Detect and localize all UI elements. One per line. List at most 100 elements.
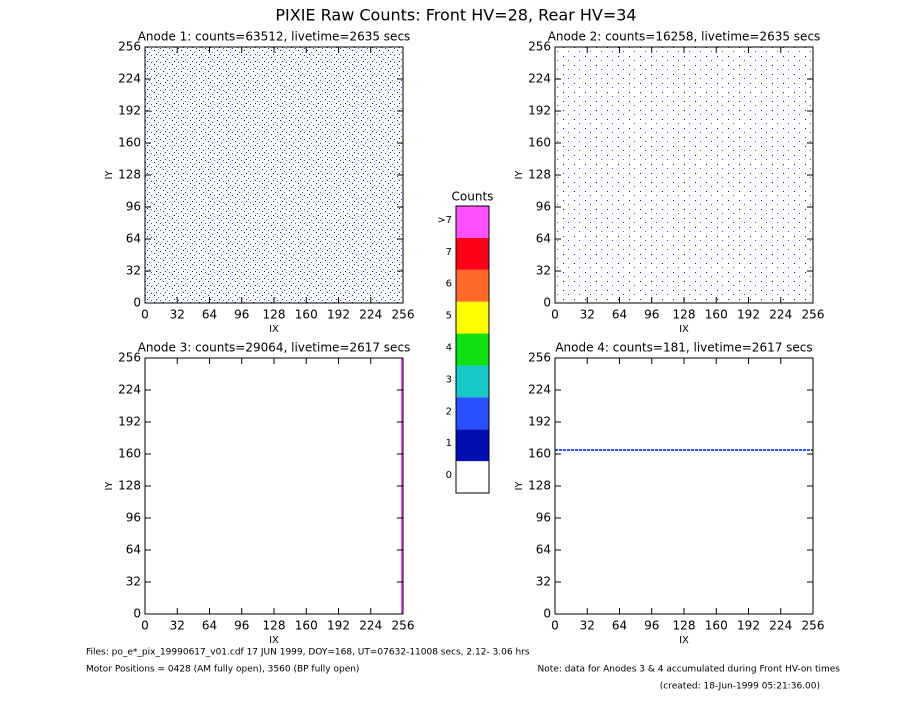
- y-axis-label: IY: [514, 481, 525, 491]
- colorbar-cell: [456, 301, 489, 334]
- y-tick-label: 192: [528, 104, 551, 118]
- x-tick-label: 128: [673, 308, 696, 322]
- x-tick-label: 256: [392, 619, 415, 633]
- panel-title: Anode 2: counts=16258, livetime=2635 sec…: [548, 30, 821, 44]
- panel-title: Anode 4: counts=181, livetime=2617 secs: [555, 341, 812, 355]
- y-tick-label: 192: [118, 415, 141, 429]
- x-tick-label: 224: [769, 619, 792, 633]
- colorbar-cell: [456, 269, 489, 302]
- plot-frame: [144, 357, 404, 615]
- count-texture: [145, 47, 403, 303]
- y-tick-label: 224: [528, 72, 551, 86]
- y-tick-label: 128: [118, 168, 141, 182]
- x-tick-label: 128: [673, 619, 696, 633]
- x-tick-label: 192: [327, 619, 350, 633]
- colorbar-cell: [456, 365, 489, 398]
- y-tick-label: 160: [118, 447, 141, 461]
- plot-frame: [554, 357, 814, 615]
- x-tick-label: 192: [737, 619, 760, 633]
- x-tick-label: 96: [644, 619, 659, 633]
- colorbar-label: 0: [446, 470, 452, 481]
- y-tick-label: 256: [528, 40, 551, 54]
- y-tick-label: 224: [118, 383, 141, 397]
- colorbar-frame: [455, 205, 490, 494]
- y-tick-label: 64: [536, 232, 551, 246]
- y-tick-label: 192: [528, 415, 551, 429]
- panel-title: Anode 1: counts=63512, livetime=2635 sec…: [138, 30, 411, 44]
- x-axis-label: IX: [269, 635, 279, 646]
- colorbar-cell: [456, 333, 489, 366]
- y-tick-label: 256: [528, 351, 551, 365]
- y-tick-label: 0: [543, 607, 551, 621]
- count-texture: [555, 47, 813, 303]
- x-tick-label: 64: [202, 619, 217, 633]
- x-tick-label: 96: [644, 308, 659, 322]
- colorbar-cell: [456, 461, 489, 493]
- colorbar-label: 2: [446, 406, 452, 417]
- x-tick-label: 96: [234, 619, 249, 633]
- x-tick-label: 160: [705, 619, 728, 633]
- colorbar-cell: [456, 397, 489, 430]
- y-tick-label: 128: [528, 479, 551, 493]
- x-tick-label: 64: [612, 308, 627, 322]
- y-tick-label: 64: [536, 543, 551, 557]
- y-tick-label: 32: [126, 264, 141, 278]
- x-tick-label: 32: [170, 619, 185, 633]
- y-tick-label: 160: [528, 447, 551, 461]
- x-tick-label: 32: [170, 308, 185, 322]
- x-tick-label: 192: [737, 308, 760, 322]
- x-tick-label: 128: [263, 619, 286, 633]
- x-tick-label: 256: [392, 308, 415, 322]
- x-tick-label: 224: [769, 308, 792, 322]
- y-tick-label: 64: [126, 543, 141, 557]
- y-tick-label: 256: [118, 40, 141, 54]
- y-tick-label: 96: [536, 511, 551, 525]
- x-tick-label: 128: [263, 308, 286, 322]
- x-tick-label: 0: [141, 308, 149, 322]
- colorbar-label: >7: [437, 215, 452, 226]
- x-tick-label: 256: [802, 619, 825, 633]
- colorbar-label: 6: [446, 279, 452, 290]
- y-axis-label: IY: [514, 170, 525, 180]
- footer-motor: Motor Positions = 0428 (AM fully open), …: [86, 665, 359, 675]
- y-tick-label: 0: [133, 296, 141, 310]
- y-tick-label: 128: [118, 479, 141, 493]
- y-tick-label: 32: [126, 575, 141, 589]
- y-tick-label: 224: [118, 72, 141, 86]
- x-tick-label: 160: [705, 308, 728, 322]
- colorbar-label: 5: [446, 311, 452, 322]
- footer-files: Files: po_e*_pix_19990617_v01.cdf 17 JUN…: [86, 648, 530, 658]
- x-axis-label: IX: [679, 635, 689, 646]
- x-tick-label: 64: [612, 619, 627, 633]
- y-tick-label: 0: [133, 607, 141, 621]
- x-tick-label: 160: [295, 308, 318, 322]
- x-tick-label: 192: [327, 308, 350, 322]
- y-tick-label: 256: [118, 351, 141, 365]
- y-tick-label: 32: [536, 264, 551, 278]
- colorbar-label: 4: [446, 343, 452, 354]
- x-tick-label: 64: [202, 308, 217, 322]
- y-tick-label: 32: [536, 575, 551, 589]
- x-tick-label: 96: [234, 308, 249, 322]
- colorbar-label: 3: [446, 374, 452, 385]
- colorbar-cell: [456, 429, 489, 462]
- y-tick-label: 160: [118, 136, 141, 150]
- x-tick-label: 32: [580, 619, 595, 633]
- y-tick-label: 96: [536, 200, 551, 214]
- colorbar-cell: [456, 206, 489, 238]
- y-tick-label: 160: [528, 136, 551, 150]
- colorbar-title: Counts: [452, 190, 494, 204]
- x-tick-label: 256: [802, 308, 825, 322]
- colorbar-label: 1: [446, 438, 452, 449]
- x-tick-label: 224: [359, 308, 382, 322]
- footer-created: (created: 18-Jun-1999 05:21:36.00): [660, 682, 820, 692]
- x-tick-label: 224: [359, 619, 382, 633]
- y-axis-label: IY: [104, 481, 115, 491]
- x-axis-label: IX: [269, 324, 279, 335]
- x-axis-label: IX: [679, 324, 689, 335]
- colorbar-label: 7: [446, 247, 452, 258]
- figure-title: PIXIE Raw Counts: Front HV=28, Rear HV=3…: [275, 6, 636, 25]
- y-tick-label: 96: [126, 200, 141, 214]
- y-tick-label: 0: [543, 296, 551, 310]
